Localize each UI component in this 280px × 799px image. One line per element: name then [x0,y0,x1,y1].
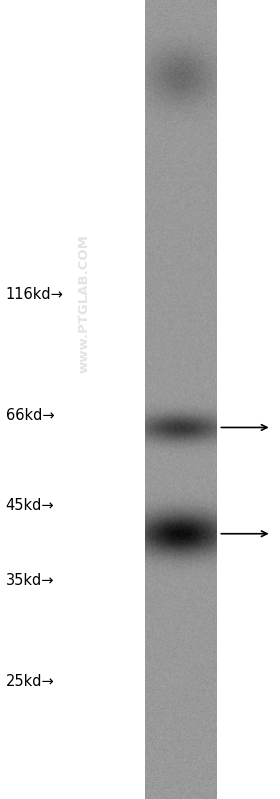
Text: 66kd→: 66kd→ [6,408,54,423]
Text: 25kd→: 25kd→ [6,674,54,689]
Text: 116kd→: 116kd→ [6,287,64,301]
Text: 45kd→: 45kd→ [6,499,54,513]
Text: 35kd→: 35kd→ [6,573,54,587]
Text: www.PTGLAB.COM: www.PTGLAB.COM [78,234,90,373]
